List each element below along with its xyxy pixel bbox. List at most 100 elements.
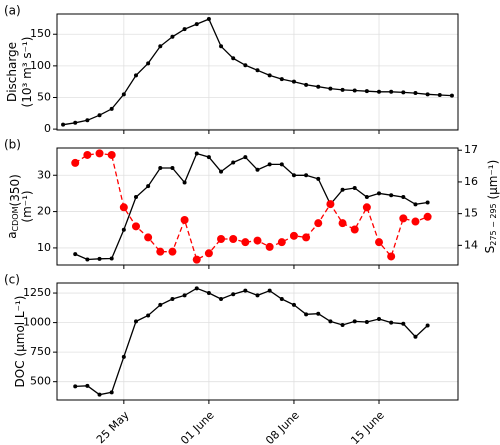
y2-tick-label: 14	[464, 238, 478, 251]
data-point	[401, 321, 406, 326]
data-point	[133, 195, 138, 200]
y-tick-label: 30	[37, 168, 51, 181]
data-point	[352, 185, 357, 190]
data-point	[364, 320, 369, 324]
axis-label: aCDOM(350)	[5, 174, 22, 239]
axis-label: (m⁻¹)	[20, 190, 34, 222]
data-point	[109, 256, 114, 261]
x-tick-label: 15 June	[348, 408, 387, 445]
label-subscript: 275 − 295	[489, 203, 498, 245]
data-point	[182, 293, 187, 298]
data-point	[377, 191, 382, 196]
data-point	[413, 202, 418, 207]
data-point	[206, 291, 211, 296]
data-point	[399, 214, 408, 223]
data-point	[425, 92, 430, 97]
data-point	[71, 158, 80, 167]
data-point	[267, 288, 272, 293]
label-subscript: CDOM	[11, 206, 20, 231]
data-point	[411, 217, 420, 226]
data-point	[304, 312, 309, 317]
y-tick-label: 20	[37, 205, 51, 218]
data-point	[180, 215, 189, 224]
data-point	[219, 169, 224, 174]
data-point	[316, 176, 321, 181]
data-point	[425, 200, 430, 205]
data-point	[146, 61, 151, 66]
data-point	[146, 313, 151, 318]
data-point	[95, 149, 104, 158]
label-part: (350)	[8, 174, 22, 206]
data-point	[255, 293, 260, 298]
x-tick-label: 25 May	[94, 408, 132, 445]
data-point	[413, 334, 418, 339]
data-point	[328, 86, 333, 91]
data-point	[133, 319, 138, 324]
data-point	[291, 79, 296, 84]
data-point	[291, 173, 296, 178]
data-point	[401, 195, 406, 200]
y2-tick-label: 15	[464, 207, 478, 220]
data-point	[389, 89, 394, 94]
data-point	[192, 255, 201, 264]
data-point	[401, 90, 406, 95]
axis-label: DOC (μmol L⁻¹)	[13, 296, 27, 388]
data-point	[389, 193, 394, 198]
data-point	[107, 150, 116, 159]
label-part: S	[483, 246, 497, 254]
data-point	[182, 27, 187, 32]
data-point	[73, 120, 78, 125]
y-tick-label: 50	[37, 90, 51, 103]
data-point	[279, 296, 284, 301]
data-point	[304, 173, 309, 178]
data-point	[377, 317, 382, 322]
data-point	[170, 296, 175, 301]
data-point	[316, 311, 321, 316]
data-point	[352, 88, 357, 93]
y2-tick-label: 16	[464, 175, 478, 188]
panel-label: (a)	[4, 4, 21, 18]
data-point	[277, 238, 286, 247]
data-point	[156, 247, 165, 256]
y-tick-label: 500	[30, 375, 51, 388]
data-point	[279, 162, 284, 167]
label-part: (m⁻¹)	[20, 190, 34, 222]
data-point	[362, 203, 371, 212]
data-point	[85, 118, 90, 123]
panel-label: (b)	[4, 138, 21, 152]
data-point	[302, 233, 311, 242]
data-point	[350, 225, 359, 234]
data-point	[289, 231, 298, 240]
data-point	[291, 302, 296, 307]
data-point	[119, 203, 128, 212]
data-point	[304, 82, 309, 87]
panel-label: (c)	[4, 273, 20, 287]
data-point	[267, 73, 272, 78]
data-point	[219, 44, 224, 49]
axis-label: Discharge	[5, 42, 19, 102]
data-point	[73, 384, 78, 389]
data-point	[243, 155, 248, 160]
data-point	[231, 160, 236, 165]
data-point	[338, 219, 347, 228]
data-point	[253, 236, 262, 245]
data-point	[97, 113, 102, 118]
axis-label: (10³ m³ s⁻¹)	[20, 37, 34, 108]
data-point	[375, 238, 384, 247]
series-line	[74, 152, 428, 261]
data-point	[170, 34, 175, 39]
x-tick-label: 08 June	[263, 408, 302, 445]
data-point	[279, 77, 284, 82]
data-point	[231, 56, 236, 61]
data-point	[255, 68, 260, 73]
data-point	[206, 155, 211, 160]
axis-label: S275 − 295 (μm⁻¹)	[483, 160, 500, 254]
data-point	[61, 122, 66, 127]
label-part: (10³ m³ s⁻¹)	[20, 37, 34, 108]
data-point	[121, 354, 126, 359]
y-tick-label: 10	[37, 241, 51, 254]
data-point	[133, 73, 138, 78]
data-point	[194, 286, 199, 291]
data-point	[437, 92, 442, 97]
data-point	[97, 256, 102, 261]
